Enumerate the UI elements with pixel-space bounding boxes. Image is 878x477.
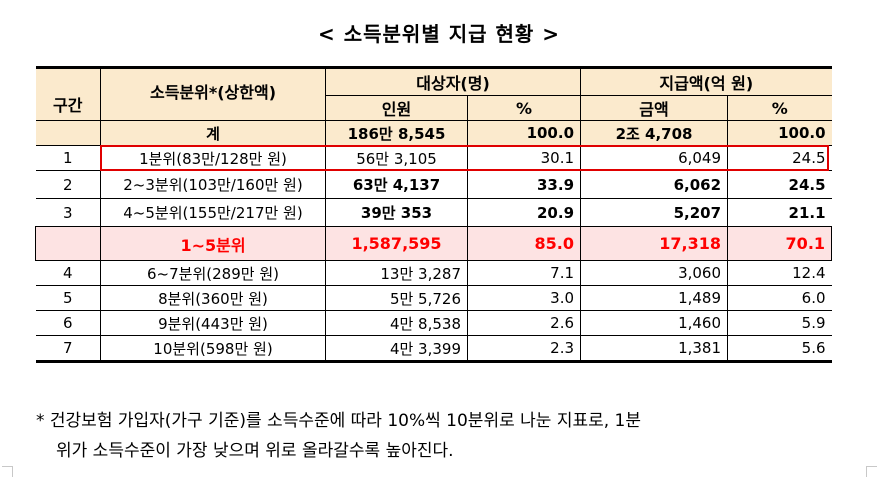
row-count-pct: 2.6 bbox=[466, 310, 582, 336]
row-quintile: 6~7분위(289만 원) bbox=[100, 260, 326, 286]
table-row: 2 2~3분위(103만/160만 원) 63만 4,137 33.9 6,06… bbox=[35, 170, 832, 199]
row-amount-pct: 24.5 bbox=[727, 145, 832, 171]
row-quintile: 2~3분위(103만/160만 원) bbox=[100, 170, 326, 199]
row-section: 6 bbox=[35, 310, 101, 336]
footnote-line-1: * 건강보험 가입자(가구 기준)를 소득수준에 따라 10%씩 10분위로 나… bbox=[36, 411, 641, 431]
row-count-pct: 2.3 bbox=[466, 335, 582, 363]
total-section-cell bbox=[35, 120, 101, 146]
row-amount: 1,460 bbox=[580, 310, 729, 336]
row-count-pct: 30.1 bbox=[466, 145, 582, 171]
table-row: 4 6~7분위(289만 원) 13만 3,287 7.1 3,060 12.4 bbox=[35, 260, 832, 286]
row-count: 39만 353 bbox=[325, 198, 468, 227]
header-amount-pct: % bbox=[727, 95, 832, 121]
row-amount-pct: 5.6 bbox=[727, 335, 832, 363]
header-section: 구간 bbox=[35, 66, 101, 121]
table-row: 3 4~5분위(155만/217만 원) 39만 353 20.9 5,207 … bbox=[35, 198, 832, 227]
table-row: 5 8분위(360만 원) 5만 5,726 3.0 1,489 6.0 bbox=[35, 285, 832, 311]
total-count: 186만 8,545 bbox=[325, 120, 468, 146]
row-quintile: 9분위(443만 원) bbox=[100, 310, 326, 336]
table-row-total: 계 186만 8,545 100.0 2조 4,708 100.0 bbox=[35, 120, 832, 146]
row-count-pct: 20.9 bbox=[466, 198, 582, 227]
subtotal-count: 1,587,595 bbox=[325, 226, 468, 261]
income-quintile-table: 구간 소득분위*(상한액) 대상자(명) 지급액(억 원) 인원 % 금액 % … bbox=[35, 66, 833, 363]
row-count: 13만 3,287 bbox=[325, 260, 468, 286]
total-label: 계 bbox=[100, 120, 326, 146]
page-title: < 소득분위별 지급 현황 > bbox=[318, 22, 560, 46]
row-quintile: 10분위(598만 원) bbox=[100, 335, 326, 363]
subtotal-section bbox=[35, 226, 101, 261]
subtotal-quintile: 1~5분위 bbox=[100, 226, 326, 261]
footnote-line-2: 위가 소득수준이 가장 낮으며 위로 올라갈수록 높아진다. bbox=[56, 441, 454, 461]
row-section: 1 bbox=[35, 145, 101, 171]
row-amount: 6,062 bbox=[580, 170, 729, 199]
row-amount: 1,489 bbox=[580, 285, 729, 311]
row-count-pct: 33.9 bbox=[466, 170, 582, 199]
header-amount-value: 금액 bbox=[580, 95, 729, 121]
row-amount: 5,207 bbox=[580, 198, 729, 227]
table-row: 7 10분위(598만 원) 4만 3,399 2.3 1,381 5.6 bbox=[35, 335, 832, 363]
header-recipients-count: 인원 bbox=[325, 95, 468, 121]
row-section: 3 bbox=[35, 198, 101, 227]
row-section: 4 bbox=[35, 260, 101, 286]
header-recipients-pct: % bbox=[466, 95, 582, 121]
row-amount-pct: 6.0 bbox=[727, 285, 832, 311]
row-quintile: 1분위(83만/128만 원) bbox=[100, 145, 326, 171]
table-row-subtotal: 1~5분위 1,587,595 85.0 17,318 70.1 bbox=[35, 226, 833, 261]
page-corner-mark-right bbox=[866, 466, 877, 477]
row-quintile: 4~5분위(155만/217만 원) bbox=[100, 198, 326, 227]
row-amount-pct: 12.4 bbox=[727, 260, 832, 286]
table-row: 1 1분위(83만/128만 원) 56만 3,105 30.1 6,049 2… bbox=[35, 145, 832, 171]
subtotal-count-pct: 85.0 bbox=[466, 226, 582, 261]
row-section: 2 bbox=[35, 170, 101, 199]
table-row: 6 9분위(443만 원) 4만 8,538 2.6 1,460 5.9 bbox=[35, 310, 832, 336]
row-amount-pct: 24.5 bbox=[727, 170, 832, 199]
row-amount: 3,060 bbox=[580, 260, 729, 286]
total-amount-pct: 100.0 bbox=[727, 120, 832, 146]
header-quintile: 소득분위*(상한액) bbox=[100, 66, 326, 121]
row-amount-pct: 21.1 bbox=[727, 198, 832, 227]
row-count: 4만 3,399 bbox=[325, 335, 468, 363]
row-amount-pct: 5.9 bbox=[727, 310, 832, 336]
row-amount: 1,381 bbox=[580, 335, 729, 363]
row-amount: 6,049 bbox=[580, 145, 729, 171]
footnote: * 건강보험 가입자(가구 기준)를 소득수준에 따라 10%씩 10분위로 나… bbox=[36, 406, 641, 466]
page-corner-mark-left bbox=[2, 466, 13, 477]
total-amount: 2조 4,708 bbox=[580, 120, 729, 146]
header-amount: 지급액(억 원) bbox=[580, 66, 832, 96]
header-recipients: 대상자(명) bbox=[324, 66, 582, 96]
row-count: 4만 8,538 bbox=[325, 310, 468, 336]
row-count: 63만 4,137 bbox=[325, 170, 468, 199]
row-count-pct: 7.1 bbox=[466, 260, 582, 286]
row-count: 56만 3,105 bbox=[325, 145, 468, 171]
subtotal-amount: 17,318 bbox=[580, 226, 729, 261]
row-quintile: 8분위(360만 원) bbox=[100, 285, 326, 311]
row-count-pct: 3.0 bbox=[466, 285, 582, 311]
row-count: 5만 5,726 bbox=[325, 285, 468, 311]
subtotal-amount-pct: 70.1 bbox=[727, 226, 833, 261]
row-section: 7 bbox=[35, 335, 101, 363]
row-section: 5 bbox=[35, 285, 101, 311]
total-count-pct: 100.0 bbox=[466, 120, 582, 146]
